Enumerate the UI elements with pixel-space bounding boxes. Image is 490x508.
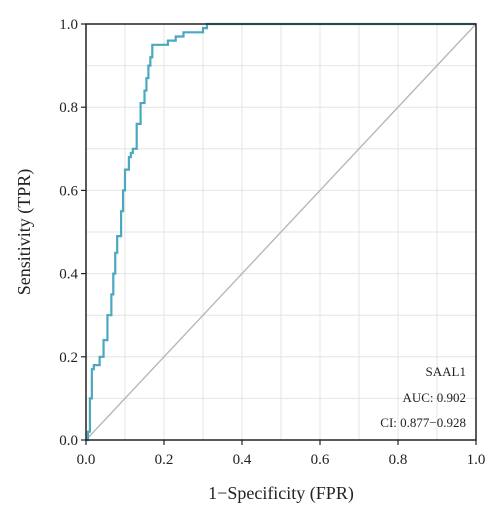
- chance-diagonal-line: [85, 23, 477, 441]
- y-tick-label: 0.2: [59, 350, 78, 366]
- x-axis-title: 1−Specificity (FPR): [208, 483, 354, 504]
- y-tick-label: 0.4: [59, 267, 78, 283]
- y-axis-title: Sensitivity (TPR): [14, 169, 35, 296]
- y-axis-ticks: 0.0 0.2 0.4 0.6 0.8 1.0: [59, 17, 86, 449]
- x-tick-label: 0.4: [233, 452, 252, 468]
- legend-series-name: SAAL1: [426, 364, 466, 379]
- x-axis-ticks: 0.0 0.2 0.4 0.6 0.8 1.0: [77, 440, 486, 468]
- ci-annotation: CI: 0.877−0.928: [380, 415, 466, 430]
- y-tick-label: 0.8: [59, 100, 78, 116]
- x-tick-label: 0.8: [389, 452, 408, 468]
- y-tick-label: 0.0: [59, 433, 78, 449]
- x-tick-label: 0.2: [155, 452, 174, 468]
- roc-curve: [86, 22, 476, 442]
- x-tick-label: 1.0: [467, 452, 486, 468]
- plot-frame: [85, 23, 477, 441]
- y-tick-label: 1.0: [59, 17, 78, 33]
- x-tick-label: 0.6: [311, 452, 330, 468]
- y-tick-label: 0.6: [59, 183, 78, 199]
- x-tick-label: 0.0: [77, 452, 96, 468]
- auc-annotation: AUC: 0.902: [402, 390, 466, 405]
